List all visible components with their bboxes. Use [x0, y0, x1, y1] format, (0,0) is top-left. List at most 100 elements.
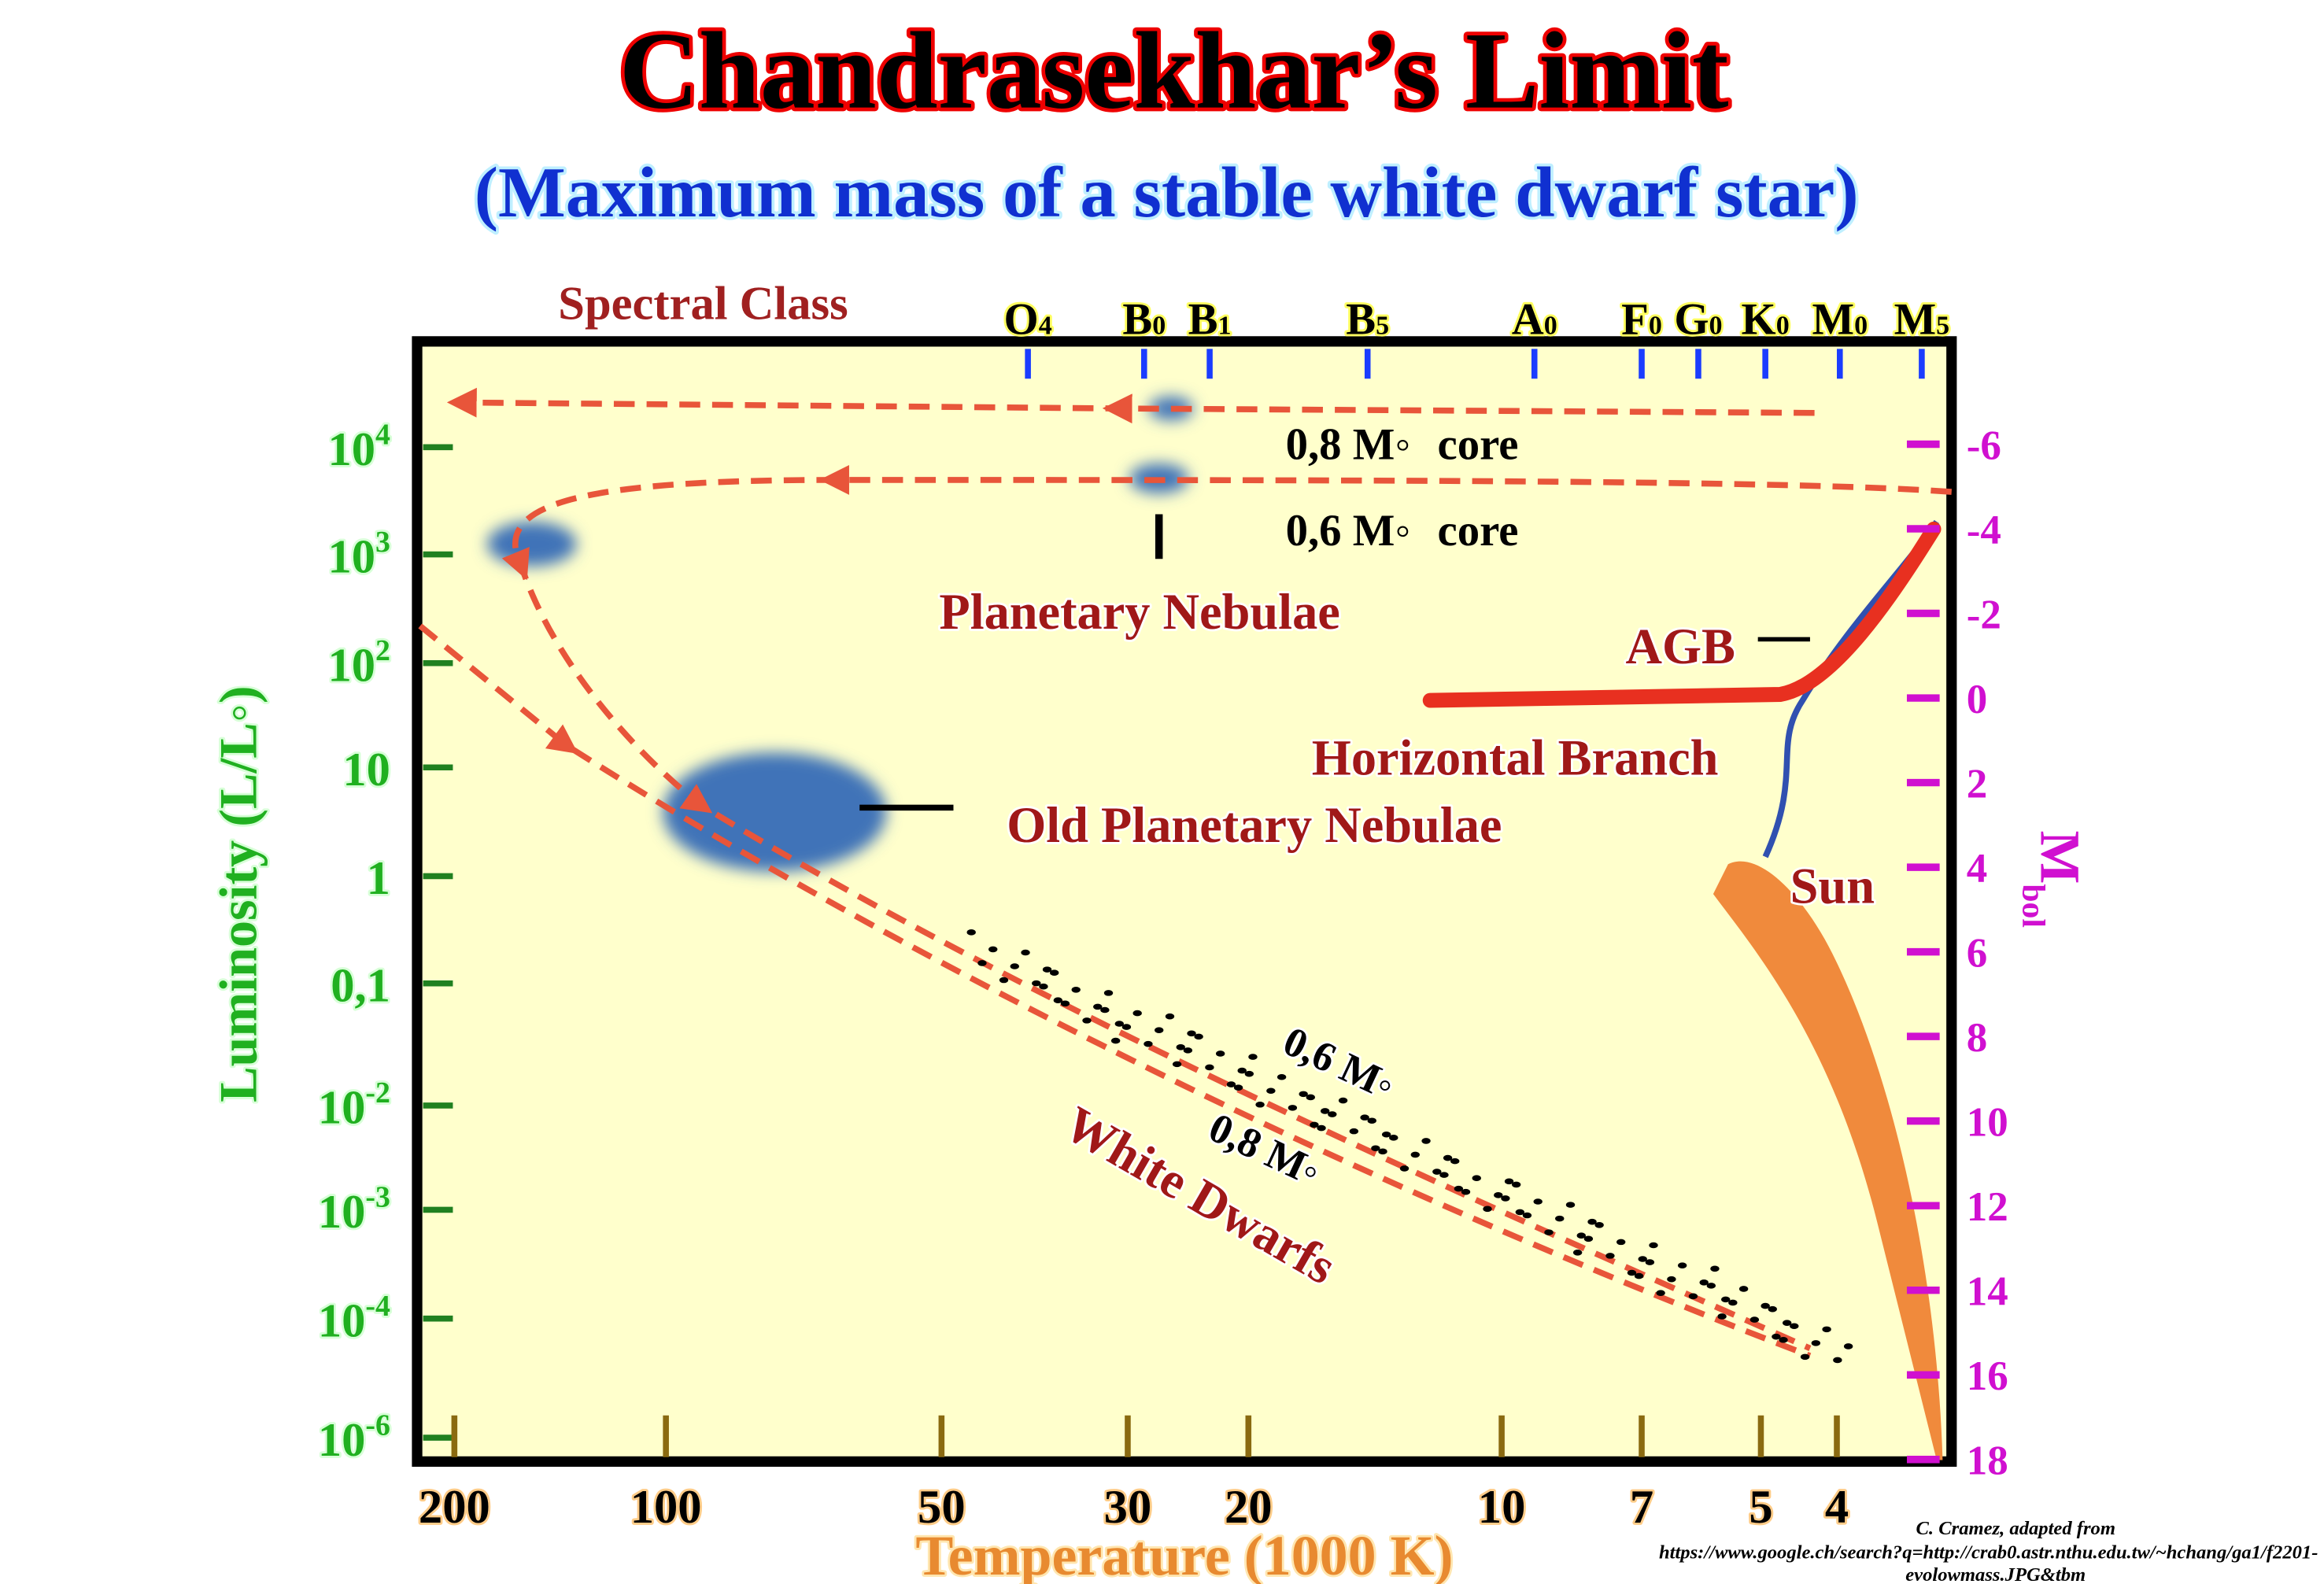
- mbol-tick-label: 6: [1967, 931, 1987, 977]
- dot: [1439, 1172, 1449, 1178]
- mbol-tick-label: 10: [1967, 1100, 2008, 1146]
- luminosity-tick-label: 10-2: [318, 1076, 390, 1135]
- dot: [1144, 1040, 1153, 1047]
- luminosity-tick-label: 104: [327, 418, 390, 476]
- dot: [1389, 1135, 1398, 1141]
- dot: [1248, 1054, 1258, 1060]
- spectral-class: G0: [1674, 294, 1722, 344]
- core-label: 0,8 M◦ core: [1286, 419, 1519, 469]
- blob: [1148, 396, 1194, 421]
- luminosity-tick-label: 10: [342, 744, 390, 796]
- dot: [1053, 997, 1063, 1003]
- dot: [999, 977, 1009, 984]
- exp: -6: [365, 1409, 390, 1442]
- dot: [1082, 1017, 1092, 1024]
- luminosity-label: Luminosity (L/L◦): [209, 685, 268, 1102]
- letter: M: [1894, 294, 1937, 344]
- credit-line: https://www.google.ch/search?q=http://cr…: [1659, 1542, 2318, 1563]
- luminosity-tick-label: 0,1: [331, 959, 390, 1012]
- dot: [1843, 1343, 1853, 1350]
- dot: [1021, 949, 1030, 956]
- dot: [1710, 1265, 1720, 1272]
- core-label: 0,6 M◦ core: [1286, 506, 1519, 556]
- temperature-tick-label: 200: [419, 1481, 490, 1534]
- num: 5: [1376, 311, 1389, 340]
- num: 0: [1854, 311, 1868, 340]
- dot: [1360, 1114, 1369, 1121]
- dot: [1587, 1218, 1597, 1225]
- dot: [1779, 1336, 1788, 1343]
- dot: [1176, 1043, 1185, 1050]
- dot: [988, 946, 998, 953]
- dot: [1032, 980, 1041, 987]
- dot: [1050, 969, 1059, 976]
- dot: [1504, 1178, 1514, 1185]
- dot: [1277, 1073, 1287, 1080]
- credit-line: evolowmass.JPG&tbm: [1905, 1564, 2086, 1584]
- mbol-tick-label: 2: [1967, 762, 1987, 807]
- dot: [1583, 1235, 1594, 1242]
- title: Chandrasekhar’s Limit: [619, 10, 1729, 132]
- track: [501, 464, 1953, 1351]
- dot: [1299, 1091, 1308, 1098]
- mass: 0,8 M◦: [1286, 419, 1411, 469]
- dot: [1667, 1276, 1676, 1283]
- dot: [1306, 1094, 1315, 1101]
- temperature-tick-label: 7: [1630, 1481, 1653, 1534]
- base: 10: [318, 1294, 366, 1347]
- dot: [1421, 1138, 1431, 1144]
- exp: 2: [375, 634, 390, 667]
- dot: [1443, 1154, 1453, 1161]
- dot: [1010, 963, 1019, 969]
- annotations: 0,8 M◦ core 0,6 M◦ core: [1286, 419, 1519, 556]
- dot: [1800, 1353, 1810, 1361]
- mass: 0,6 M◦: [1286, 506, 1411, 556]
- base: 10: [318, 1414, 366, 1467]
- sub: bol: [2015, 884, 2051, 928]
- temperature-tick-label: 5: [1749, 1481, 1772, 1534]
- dot: [1132, 1010, 1142, 1017]
- dot: [1761, 1302, 1770, 1309]
- dot: [1114, 1021, 1124, 1027]
- credit: C. Cramez, adapted from https://www.goog…: [1659, 1518, 2318, 1584]
- label: Old Planetary Nebulae: [1007, 797, 1502, 853]
- temperature-tick-label: 50: [918, 1481, 966, 1534]
- base: 0,1: [331, 959, 390, 1012]
- spectral-class: B5: [1346, 294, 1389, 344]
- dot: [1638, 1256, 1647, 1262]
- num: 0: [1152, 311, 1166, 340]
- track: [418, 623, 1812, 1359]
- letter: B: [1188, 294, 1218, 344]
- spectral-class: M5: [1894, 294, 1950, 344]
- dot: [1605, 1253, 1615, 1259]
- luminosity-tick-label: 103: [327, 526, 390, 584]
- num: 0: [1544, 311, 1557, 340]
- exp: -2: [365, 1076, 390, 1110]
- dot: [977, 960, 987, 966]
- temperature-tick-label: 20: [1225, 1481, 1273, 1534]
- label: Planetary Nebulae: [939, 584, 1339, 640]
- dot: [1381, 1131, 1391, 1138]
- tracks: [418, 387, 1953, 1359]
- dot: [1616, 1239, 1626, 1246]
- exp: 3: [375, 526, 390, 559]
- dot: [966, 929, 976, 936]
- dot: [1338, 1097, 1348, 1104]
- mbol-tick-label: 8: [1967, 1015, 1987, 1061]
- subtitle: (Maximum mass of a stable white dwarf st…: [475, 153, 1859, 232]
- dot: [1039, 983, 1048, 990]
- dot: [1317, 1124, 1326, 1132]
- letter: A: [1512, 294, 1544, 344]
- luminosity-tick-label: 10-3: [318, 1181, 390, 1239]
- dot: [1677, 1262, 1687, 1268]
- dot: [1656, 1290, 1665, 1296]
- dot: [1121, 1024, 1132, 1030]
- dot: [1172, 1061, 1182, 1068]
- dot: [1378, 1148, 1387, 1155]
- mbol-label: Mbol: [2015, 831, 2091, 928]
- label: Sun: [1790, 858, 1875, 914]
- mbol-tick-label: -6: [1967, 423, 2001, 468]
- base: 10: [327, 530, 375, 583]
- dot: [1699, 1279, 1709, 1286]
- dot: [1205, 1064, 1214, 1071]
